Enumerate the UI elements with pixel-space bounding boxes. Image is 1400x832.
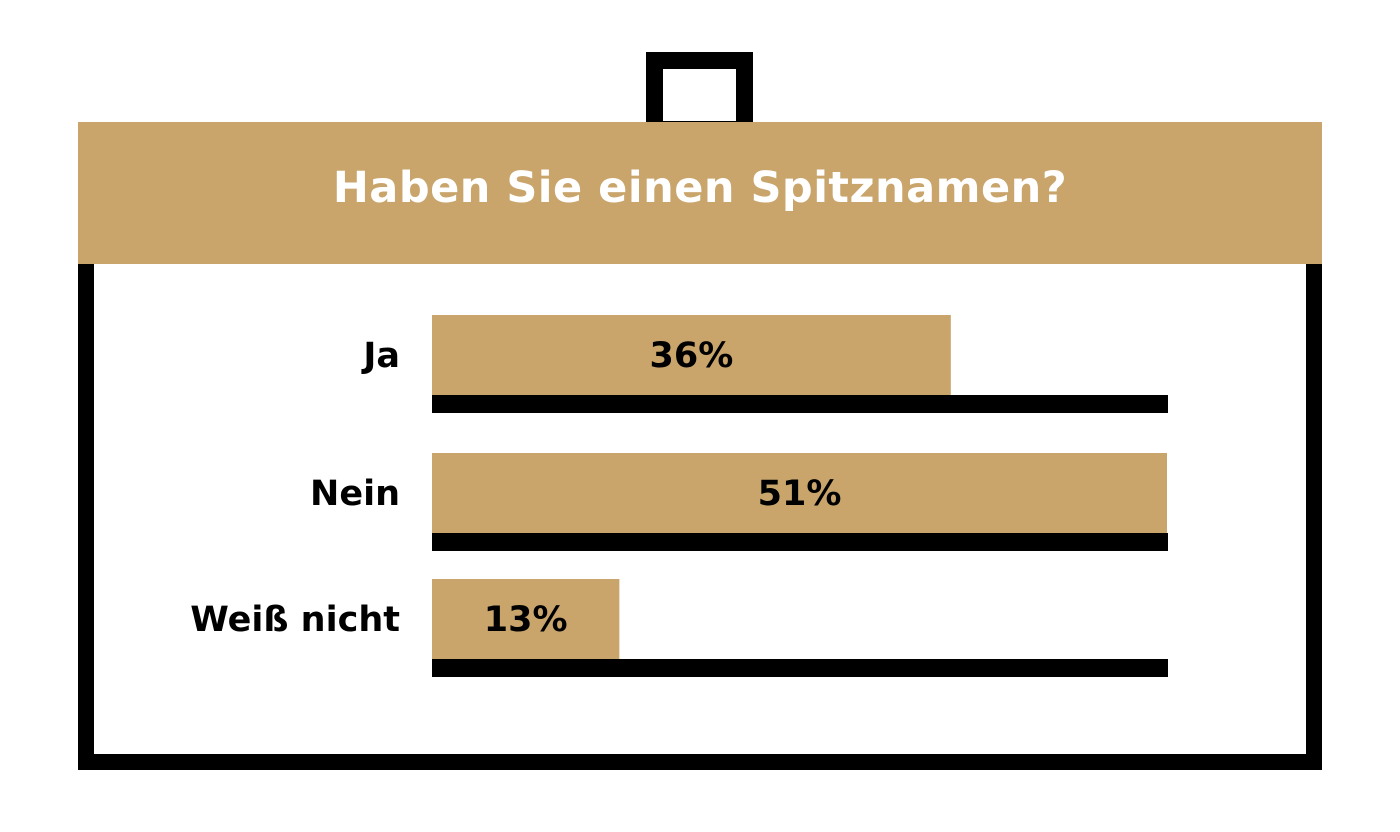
category-label-1: Nein [310,474,400,514]
value-label-1: 51% [758,474,842,514]
bar-2 [432,579,620,659]
chart-header: Haben Sie einen Spitznamen? [78,122,1322,264]
value-label-0: 36% [650,336,734,376]
value-label-2: 13% [484,600,568,640]
bar-track-1 [432,533,1168,551]
bar-track-2 [432,659,1168,677]
category-label-0: Ja [361,336,400,376]
bar-track-0 [432,395,1168,413]
bar-0 [432,315,951,395]
chart-title: Haben Sie einen Spitznamen? [332,163,1068,213]
category-label-2: Weiß nicht [190,600,400,640]
bar-1 [432,453,1167,533]
